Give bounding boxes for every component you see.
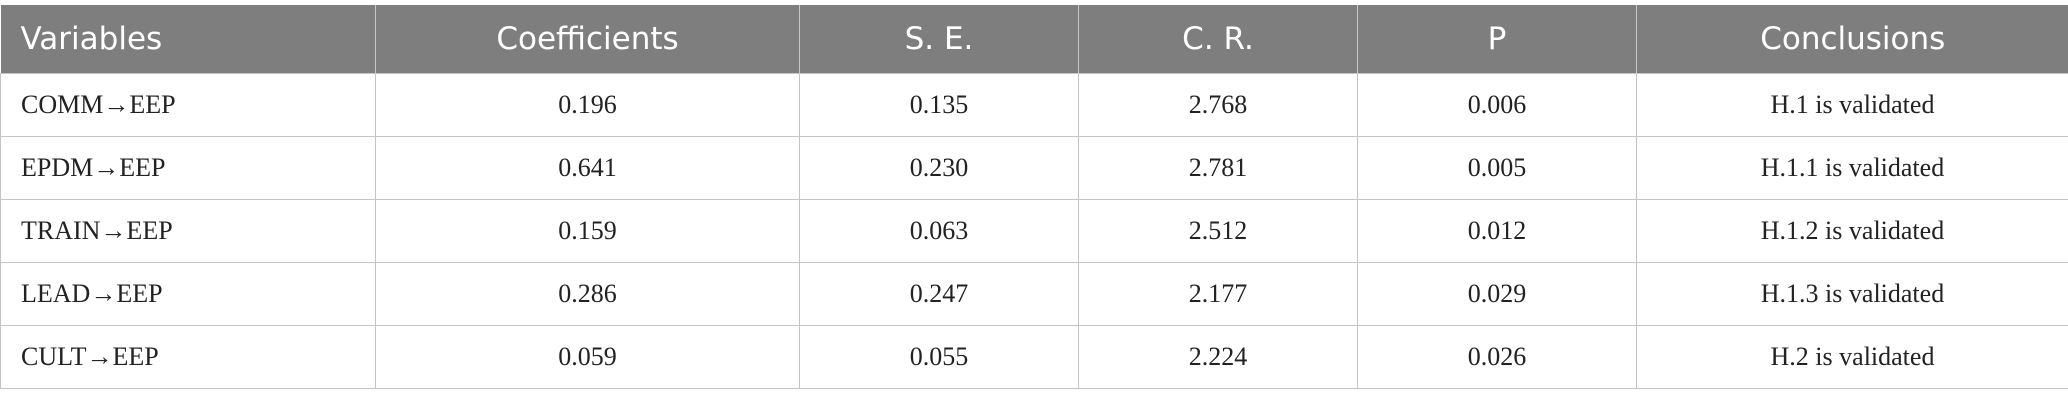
cell-p-value: 0.005 (1357, 136, 1637, 200)
cell-p-value: 0.029 (1357, 262, 1637, 326)
table-row: LEAD→EEP 0.286 0.247 2.177 0.029 H.1.3 i… (0, 262, 2068, 326)
cell-conclusion: H.1.2 is validated (1636, 199, 2068, 263)
header-variables: Variables (0, 5, 376, 74)
cell-conclusion: H.2 is validated (1636, 325, 2068, 389)
cell-variable: EPDM→EEP (0, 136, 376, 200)
cell-variable: LEAD→EEP (0, 262, 376, 326)
cell-coefficient: 0.641 (375, 136, 800, 200)
cell-standard-error: 0.055 (799, 325, 1079, 389)
cell-coefficient: 0.196 (375, 73, 800, 137)
cell-p-value: 0.026 (1357, 325, 1637, 389)
header-critical-ratio: C. R. (1078, 5, 1358, 74)
cell-p-value: 0.006 (1357, 73, 1637, 137)
cell-critical-ratio: 2.512 (1078, 199, 1358, 263)
cell-standard-error: 0.063 (799, 199, 1079, 263)
cell-conclusion: H.1.1 is validated (1636, 136, 2068, 200)
hypothesis-results-table: Variables Coefficients S. E. C. R. P Con… (0, 5, 2068, 389)
table-body: COMM→EEP 0.196 0.135 2.768 0.006 H.1 is … (0, 73, 2068, 389)
header-p-value: P (1357, 5, 1637, 74)
cell-critical-ratio: 2.768 (1078, 73, 1358, 137)
cell-conclusion: H.1 is validated (1636, 73, 2068, 137)
table-row: CULT→EEP 0.059 0.055 2.224 0.026 H.2 is … (0, 325, 2068, 389)
cell-standard-error: 0.230 (799, 136, 1079, 200)
cell-coefficient: 0.059 (375, 325, 800, 389)
cell-coefficient: 0.159 (375, 199, 800, 263)
header-row: Variables Coefficients S. E. C. R. P Con… (0, 5, 2068, 74)
table-row: TRAIN→EEP 0.159 0.063 2.512 0.012 H.1.2 … (0, 199, 2068, 263)
header-standard-error: S. E. (799, 5, 1079, 74)
cell-variable: CULT→EEP (0, 325, 376, 389)
header-conclusions: Conclusions (1636, 5, 2068, 74)
cell-p-value: 0.012 (1357, 199, 1637, 263)
header-coefficients: Coefficients (375, 5, 800, 74)
cell-coefficient: 0.286 (375, 262, 800, 326)
cell-standard-error: 0.135 (799, 73, 1079, 137)
table-row: COMM→EEP 0.196 0.135 2.768 0.006 H.1 is … (0, 73, 2068, 137)
cell-critical-ratio: 2.224 (1078, 325, 1358, 389)
table-header: Variables Coefficients S. E. C. R. P Con… (0, 5, 2068, 74)
results-table-container: Variables Coefficients S. E. C. R. P Con… (0, 5, 2068, 389)
cell-standard-error: 0.247 (799, 262, 1079, 326)
cell-variable: TRAIN→EEP (0, 199, 376, 263)
cell-critical-ratio: 2.781 (1078, 136, 1358, 200)
table-row: EPDM→EEP 0.641 0.230 2.781 0.005 H.1.1 i… (0, 136, 2068, 200)
cell-critical-ratio: 2.177 (1078, 262, 1358, 326)
cell-variable: COMM→EEP (0, 73, 376, 137)
cell-conclusion: H.1.3 is validated (1636, 262, 2068, 326)
